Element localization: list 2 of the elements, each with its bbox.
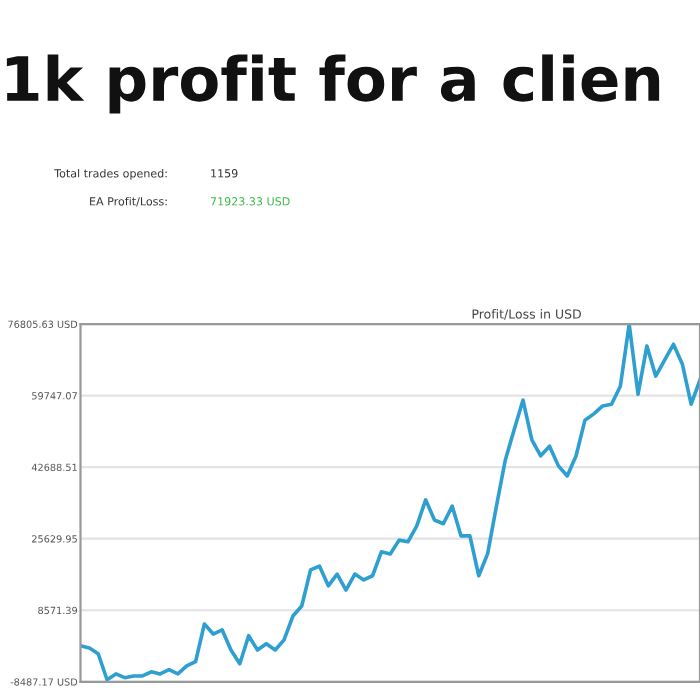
line-series	[80, 324, 700, 682]
chart-title: 1k profit for a clien	[6, 54, 660, 114]
